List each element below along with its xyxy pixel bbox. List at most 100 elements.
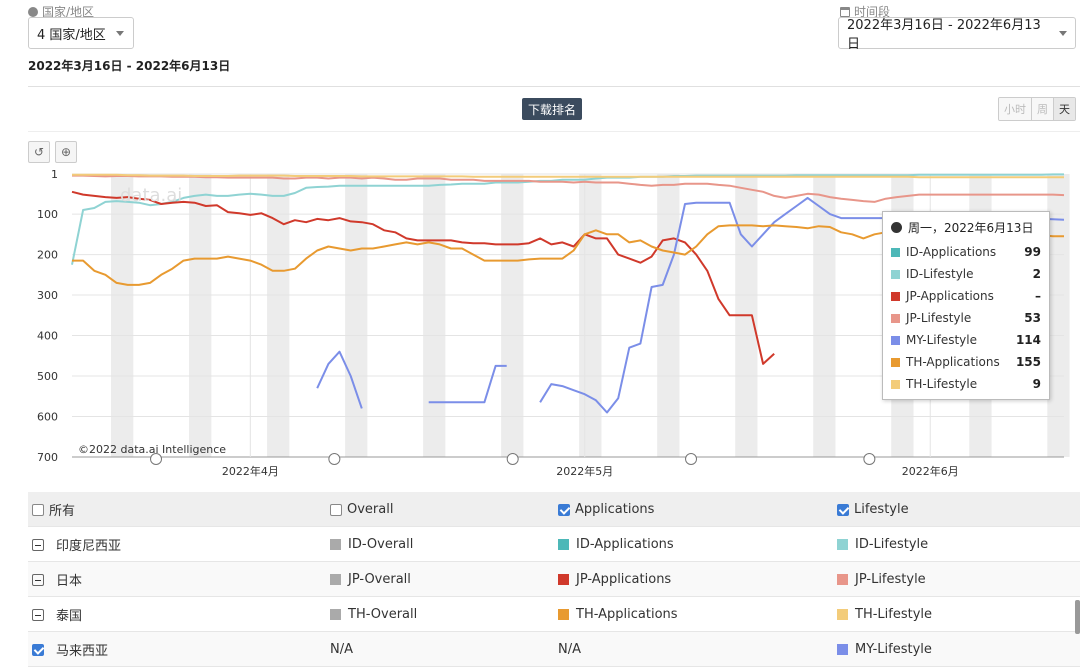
period-dropdown[interactable]: 2022年3月16日 - 2022年6月13日 — [838, 17, 1076, 52]
country-label-text: 国家/地区 — [42, 5, 95, 19]
checkbox-overall[interactable] — [330, 503, 342, 516]
series-label: TH-Lifestyle — [855, 607, 933, 622]
date-range-text: 2022年3月16日 - 2022年6月13日 — [28, 59, 231, 73]
series-toggle[interactable]: MY-Lifestyle — [837, 632, 932, 667]
checkbox-malaysia[interactable] — [32, 643, 44, 656]
series-toggle[interactable]: JP-Overall — [330, 562, 411, 597]
swatch — [330, 539, 341, 550]
tooltip-series-value: 9 — [1032, 377, 1041, 391]
series-toggle[interactable]: TH-Lifestyle — [837, 597, 932, 632]
country-dropdown[interactable]: 4 国家/地区 — [28, 17, 134, 49]
swatch — [558, 609, 569, 620]
tooltip-series-value: 155 — [1015, 355, 1041, 369]
swatch — [891, 291, 900, 301]
toggle-applications[interactable]: Applications — [558, 492, 654, 527]
comment-icon — [685, 453, 698, 465]
series-toggle[interactable]: JP-Applications — [558, 562, 671, 597]
select-all[interactable]: 所有 — [32, 492, 75, 527]
chevron-down-icon — [115, 30, 124, 36]
watermark: data.ai — [120, 185, 182, 206]
granularity-toggle[interactable]: 小时 周 天 — [998, 97, 1076, 121]
series-label: JP-Overall — [348, 572, 411, 587]
calendar-icon — [840, 6, 850, 17]
series-label: JP-Lifestyle — [855, 572, 926, 587]
series-toggle[interactable]: TH-Overall — [330, 597, 417, 632]
country-malaysia[interactable]: 马来西亚 — [32, 632, 108, 667]
period-dropdown-value: 2022年3月16日 - 2022年6月13日 — [847, 18, 1041, 52]
series-label: JP-Applications — [576, 572, 672, 587]
comment-icon — [506, 453, 519, 465]
series-label: N/A — [330, 642, 353, 657]
period-label: 时间段 — [840, 3, 890, 20]
weekend-band — [345, 174, 368, 457]
collapse-icon[interactable] — [32, 538, 44, 551]
undo-icon: ↺ — [33, 145, 45, 159]
tooltip-row: TH-Applications 155 — [891, 351, 1041, 373]
overall-label: Overall — [347, 502, 394, 517]
tooltip-row: ID-Applications 99 — [891, 241, 1041, 263]
table-row: 日本 JP-Overall JP-Applications JP-Lifesty… — [28, 562, 1080, 597]
country-indonesia[interactable]: 印度尼西亚 — [32, 527, 121, 562]
country-thailand[interactable]: 泰国 — [32, 597, 82, 632]
checkbox-applications[interactable] — [558, 503, 570, 516]
weekend-band — [501, 174, 524, 457]
granularity-hour[interactable]: 小时 — [999, 98, 1032, 120]
swatch — [837, 609, 848, 620]
swatch — [891, 269, 900, 279]
series-toggle[interactable]: ID-Applications — [558, 527, 674, 562]
comment-icon — [863, 453, 876, 465]
comment-icon — [328, 453, 341, 465]
y-tick-label: 100 — [37, 208, 58, 221]
weekend-band — [423, 174, 446, 457]
select-all-label: 所有 — [49, 504, 76, 519]
tooltip-series-value: – — [1035, 289, 1041, 303]
reset-zoom-button[interactable]: ↺ — [28, 141, 50, 163]
country-dropdown-value: 4 国家/地区 — [37, 27, 106, 43]
rank-type-badge[interactable]: 下载排名 — [522, 98, 583, 120]
series-toggle[interactable]: JP-Lifestyle — [837, 562, 926, 597]
series-line-th-lifestyle — [72, 173, 1064, 179]
swatch — [837, 539, 848, 550]
toggle-overall[interactable]: Overall — [330, 492, 393, 527]
country-japan[interactable]: 日本 — [32, 562, 82, 597]
series-label: ID-Overall — [348, 537, 414, 552]
chart-tooltip: 周一，2022年6月13日 ID-Applications 99 ID-Lifest… — [882, 211, 1050, 400]
tooltip-series-name: MY-Lifestyle — [906, 333, 977, 347]
series-toggle[interactable]: TH-Applications — [558, 597, 678, 632]
x-tick-label: 2022年6月 — [902, 464, 959, 478]
comment-icon — [150, 453, 163, 465]
series-line-id-lifestyle — [71, 173, 1064, 265]
series-toggle[interactable]: ID-Lifestyle — [837, 527, 928, 562]
tooltip-series-name: TH-Applications — [906, 355, 1000, 369]
checkbox-all[interactable] — [32, 503, 44, 516]
country-name: 日本 — [56, 574, 83, 589]
y-tick-label: 300 — [37, 289, 58, 302]
tooltip-row: ID-Lifestyle 2 — [891, 263, 1041, 285]
scrollbar-thumb[interactable] — [1075, 600, 1080, 634]
swatch — [330, 574, 341, 585]
tooltip-series-value: 53 — [1024, 311, 1041, 325]
checkbox-lifestyle[interactable] — [837, 503, 849, 516]
weekend-band — [657, 174, 680, 457]
series-label: TH-Applications — [576, 607, 678, 622]
collapse-icon[interactable] — [32, 573, 44, 586]
series-toggle[interactable]: ID-Overall — [330, 527, 413, 562]
lifestyle-label: Lifestyle — [854, 502, 909, 517]
toggle-lifestyle[interactable]: Lifestyle — [837, 492, 909, 527]
weekend-band — [267, 174, 290, 457]
y-tick-label: 600 — [37, 411, 58, 424]
table-row: 印度尼西亚 ID-Overall ID-Applications ID-Life… — [28, 527, 1080, 562]
country-name: 印度尼西亚 — [56, 539, 122, 554]
granularity-day[interactable]: 天 — [1054, 98, 1075, 120]
y-tick-label: 700 — [37, 451, 58, 464]
tooltip-series-name: JP-Lifestyle — [906, 311, 972, 325]
divider — [28, 131, 1080, 132]
country-name: 泰国 — [56, 609, 83, 624]
globe-icon — [891, 222, 902, 233]
granularity-week[interactable]: 周 — [1032, 98, 1054, 120]
series-label: ID-Applications — [576, 537, 674, 552]
table-row: 泰国 TH-Overall TH-Applications TH-Lifesty… — [28, 597, 1080, 632]
globe-icon — [28, 6, 38, 17]
collapse-icon[interactable] — [32, 608, 44, 621]
zoom-button[interactable]: ⊕ — [55, 141, 77, 163]
